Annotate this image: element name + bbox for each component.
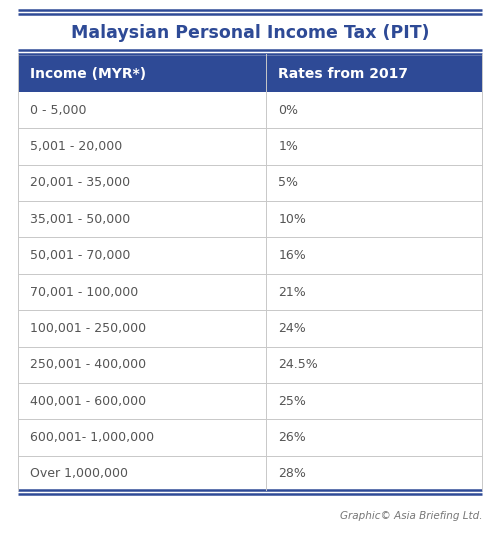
Text: 28%: 28% (278, 467, 306, 480)
Text: 100,001 - 250,000: 100,001 - 250,000 (30, 322, 146, 335)
Text: 24.5%: 24.5% (278, 358, 318, 371)
Text: 0 - 5,000: 0 - 5,000 (30, 104, 86, 117)
Bar (18, 128, 482, 164)
Bar (18, 383, 482, 419)
Text: 21%: 21% (278, 286, 306, 299)
Text: 16%: 16% (278, 249, 306, 262)
Text: Income (MYR*): Income (MYR*) (30, 67, 146, 81)
Bar (18, 201, 482, 238)
Text: Rates from 2017: Rates from 2017 (278, 67, 408, 81)
Text: 1%: 1% (278, 140, 298, 153)
Text: Graphic© Asia Briefing Ltd.: Graphic© Asia Briefing Ltd. (340, 511, 482, 521)
Text: 24%: 24% (278, 322, 306, 335)
Text: 70,001 - 100,000: 70,001 - 100,000 (30, 286, 138, 299)
Text: Malaysian Personal Income Tax (PIT): Malaysian Personal Income Tax (PIT) (71, 24, 429, 42)
Bar (18, 456, 482, 492)
Text: 50,001 - 70,000: 50,001 - 70,000 (30, 249, 130, 262)
Text: 20,001 - 35,000: 20,001 - 35,000 (30, 176, 130, 190)
Text: 26%: 26% (278, 431, 306, 444)
Bar (18, 347, 482, 383)
Text: 5,001 - 20,000: 5,001 - 20,000 (30, 140, 122, 153)
Bar (18, 238, 482, 274)
Text: 25%: 25% (278, 395, 306, 407)
Bar (18, 310, 482, 347)
Bar (18, 419, 482, 456)
Bar (18, 274, 482, 310)
Bar (18, 56, 482, 92)
Text: 5%: 5% (278, 176, 298, 190)
Bar (18, 92, 482, 128)
Bar (18, 164, 482, 201)
Text: Over 1,000,000: Over 1,000,000 (30, 467, 128, 480)
Text: 0%: 0% (278, 104, 298, 117)
Text: 250,001 - 400,000: 250,001 - 400,000 (30, 358, 146, 371)
Text: 400,001 - 600,000: 400,001 - 600,000 (30, 395, 146, 407)
Text: 10%: 10% (278, 213, 306, 226)
Text: 35,001 - 50,000: 35,001 - 50,000 (30, 213, 130, 226)
Text: 600,001- 1,000,000: 600,001- 1,000,000 (30, 431, 154, 444)
